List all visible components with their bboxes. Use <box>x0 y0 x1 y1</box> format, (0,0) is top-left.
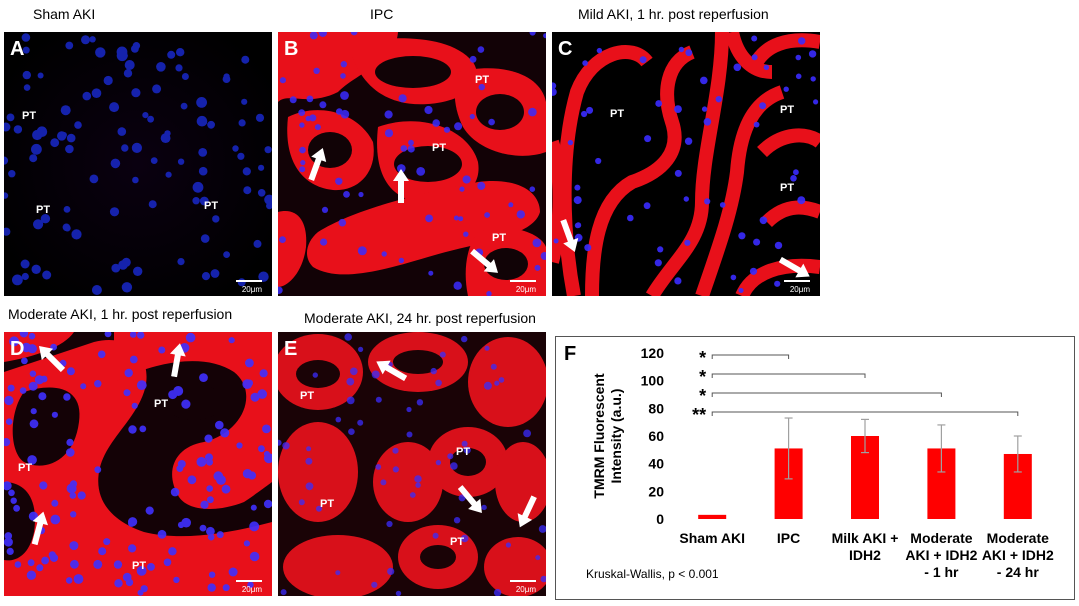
significance-label: * <box>699 367 706 387</box>
significance-label: * <box>699 348 706 368</box>
y-tick-label: 0 <box>656 511 664 527</box>
pt-label: PT <box>450 536 465 548</box>
pt-label: PT <box>22 110 37 122</box>
pt-label: PT <box>36 204 51 216</box>
bar-chart: 0 20 40 60 80 100 120 TMRM FluorescentIntensity… <box>591 345 1054 580</box>
y-tick-label: 100 <box>641 373 665 389</box>
pt-label: PT <box>320 498 335 510</box>
micrograph-panel-b: B PT PT PT 20μm <box>278 32 546 296</box>
arrow-icon <box>308 148 327 182</box>
pt-label: PT <box>456 446 471 458</box>
panel-letter-b: B <box>284 38 299 60</box>
panel-letter-c: C <box>558 38 573 60</box>
pt-label: PT <box>132 560 147 572</box>
arrow-icon <box>393 169 409 203</box>
arrow-icon <box>169 343 186 378</box>
pt-label: PT <box>780 182 795 194</box>
panel-title-a: Sham AKI <box>33 6 96 22</box>
x-tick-label: Milk AKI + IDH2 <box>832 530 899 563</box>
pt-label: PT <box>432 142 447 154</box>
scale-bar <box>510 580 536 582</box>
arrow-icon <box>470 248 499 273</box>
micrograph-b-image <box>278 32 546 296</box>
y-tick-label: 120 <box>641 345 665 361</box>
stat-annotation: Kruskal-Wallis, p < 0.001 <box>586 567 719 581</box>
pt-label: PT <box>780 104 795 116</box>
significance-bracket <box>711 373 866 378</box>
scale-bar-label: 20μm <box>515 285 536 294</box>
significance-bracket <box>711 354 790 359</box>
arrow-icon <box>38 345 66 373</box>
panel-letter-d: D <box>10 338 25 360</box>
panel-letter-a: A <box>10 38 25 60</box>
significance-bracket <box>711 411 1019 416</box>
pt-label: PT <box>610 108 625 120</box>
scale-bar <box>236 280 262 282</box>
x-tick-label: Moderate AKI + IDH2- 1 hr <box>905 530 977 580</box>
micrograph-e-image <box>278 332 546 596</box>
significance-label: * <box>699 386 706 406</box>
pt-label: PT <box>204 200 219 212</box>
scale-bar-label: 20μm <box>515 585 536 594</box>
pt-label: PT <box>18 462 33 474</box>
x-tick-label: Sham AKI <box>679 530 745 546</box>
micrograph-d-image <box>4 332 272 596</box>
significance-label: ** <box>692 405 706 425</box>
panel-title-d: Moderate AKI, 1 hr. post reperfusion <box>8 306 233 322</box>
panel-title-b: IPC <box>370 6 394 22</box>
significance-bracket <box>711 392 942 397</box>
pt-label: PT <box>492 232 507 244</box>
bar <box>698 514 727 519</box>
pt-label: PT <box>300 390 315 402</box>
arrow-icon <box>457 485 482 514</box>
micrograph-c-image <box>552 32 820 296</box>
chart-panel-f: 0 20 40 60 80 100 120 TMRM FluorescentIntensity… <box>555 336 1075 600</box>
arrow-icon <box>778 256 810 278</box>
pt-label: PT <box>475 74 490 86</box>
arrow-icon <box>376 360 408 382</box>
scale-bar-label: 20μm <box>241 285 262 294</box>
y-axis-label: TMRM FluorescentIntensity (a.u.) <box>591 373 624 499</box>
panel-letter-e: E <box>284 338 298 360</box>
arrow-icon <box>560 218 579 252</box>
micrograph-panel-d: D PT PT PT 20μm <box>4 332 272 596</box>
x-tick-label: Moderate AKI + IDH2- 24 hr <box>982 530 1054 580</box>
pt-label: PT <box>154 398 169 410</box>
panel-letter-f: F <box>564 343 577 365</box>
micrograph-a-image <box>4 32 272 296</box>
panel-title-c: Mild AKI, 1 hr. post reperfusion <box>578 6 769 22</box>
scale-bar <box>236 580 262 582</box>
arrow-icon <box>517 495 537 528</box>
scale-bar-label: 20μm <box>789 285 810 294</box>
y-tick-label: 60 <box>648 428 664 444</box>
y-tick-label: 20 <box>648 483 664 499</box>
scale-bar <box>784 280 810 282</box>
micrograph-panel-c: C PT PT PT 20μm <box>552 32 820 296</box>
micrograph-panel-a: A PT PT PT 20μm <box>4 32 272 296</box>
y-tick-label: 40 <box>648 456 664 472</box>
panel-title-e: Moderate AKI, 24 hr. post reperfusion <box>304 310 536 326</box>
micrograph-panel-e: E PT PT PT PT 20μm <box>278 332 546 596</box>
x-tick-label: IPC <box>777 530 800 546</box>
scale-bar <box>510 280 536 282</box>
scale-bar-label: 20μm <box>241 585 262 594</box>
y-tick-label: 80 <box>648 400 664 416</box>
arrow-icon <box>31 511 49 546</box>
